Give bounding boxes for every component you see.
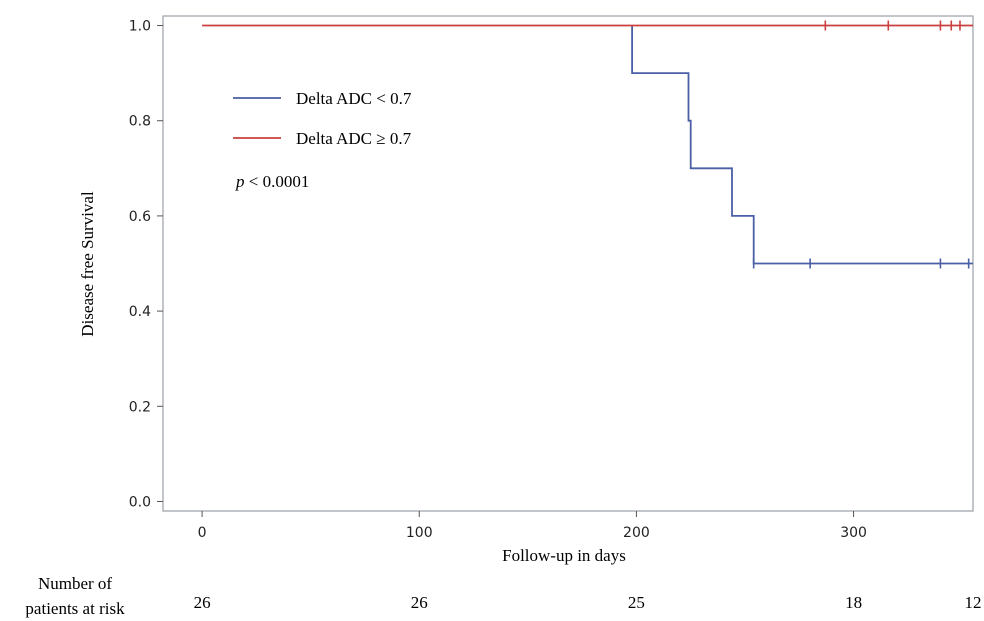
- risk-count-2: 25: [628, 593, 645, 612]
- legend: Delta ADC < 0.7 Delta ADC ≥ 0.7: [233, 89, 412, 148]
- y-tick-label-4: 0.8: [129, 114, 151, 130]
- p-symbol: p: [235, 172, 245, 191]
- risk-count-4: 12: [965, 593, 982, 612]
- y-tick-label-3: 0.6: [129, 209, 151, 225]
- x-tick-label-100: 100: [406, 525, 433, 541]
- legend-label-delta-adc-below: Delta ADC < 0.7: [296, 89, 412, 108]
- y-tick-label-0: 0.0: [129, 494, 151, 510]
- legend-label-delta-adc-above: Delta ADC ≥ 0.7: [296, 129, 412, 148]
- y-axis-title: Disease free Survival: [78, 191, 97, 337]
- y-tick-label-2: 0.4: [129, 304, 151, 320]
- x-axis-title: Follow-up in days: [502, 546, 626, 565]
- p-value-text: < 0.0001: [245, 172, 310, 191]
- risk-count-3: 18: [845, 593, 862, 612]
- y-tick-label-5: 1.0: [129, 19, 151, 35]
- y-tick-label-1: 0.2: [129, 399, 151, 415]
- x-axis: 0 100 200 300: [198, 511, 867, 541]
- risk-count-0: 26: [194, 593, 211, 612]
- risk-table-label-line1: Number of: [38, 574, 112, 593]
- risk-table-label-line2: patients at risk: [25, 599, 125, 618]
- x-tick-label-300: 300: [840, 525, 867, 541]
- x-tick-label-200: 200: [623, 525, 650, 541]
- x-tick-label-0: 0: [198, 525, 207, 541]
- risk-table-counts: 26 26 25 18 12: [194, 593, 982, 612]
- risk-count-1: 26: [411, 593, 428, 612]
- p-value-annotation: p < 0.0001: [235, 172, 309, 191]
- series-line-0: [631, 25, 973, 265]
- y-axis: 0.0 0.2 0.4 0.6 0.8 1.0: [129, 19, 163, 510]
- series-layer: [202, 20, 973, 269]
